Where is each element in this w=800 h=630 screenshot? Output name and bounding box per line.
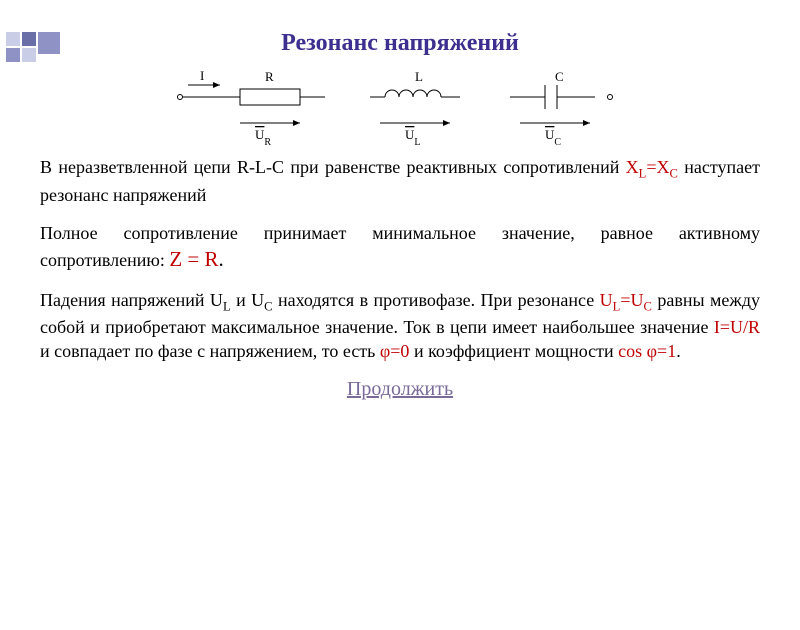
slide-title: Резонанс напряжений [0, 30, 800, 57]
paragraph-1: В неразветвленной цепи R-L-C при равенст… [40, 155, 760, 207]
label-L: L [415, 69, 423, 84]
p3-sC: C [264, 299, 272, 313]
paragraph-3: Падения напряжений UL и UC находятся в п… [40, 288, 760, 364]
p3-eq2: I=U/R [714, 317, 760, 337]
circuit-diagram: I R UR L UL C UC [0, 67, 800, 145]
deco-sq [22, 32, 36, 46]
p1-eq: XL=XC [626, 157, 678, 177]
p2-text-a: Полное сопротивление принимает минимальн… [40, 223, 760, 270]
p3-c: находятся в противофазе. При резонансе [273, 290, 600, 310]
p2-dot: . [219, 247, 224, 271]
p1-text-a: В неразветвленной цепи R-L-C при равенст… [40, 157, 626, 177]
label-R: R [265, 69, 274, 84]
circuit-svg: I R UR L UL C UC [150, 67, 650, 145]
label-C: C [555, 69, 564, 84]
p3-b: и U [231, 290, 265, 310]
p3-sL: L [223, 299, 231, 313]
p3-f: и коэффициент мощности [409, 341, 618, 361]
p3-eq3: φ=0 [380, 341, 410, 361]
p3-a: Падения напряжений U [40, 290, 223, 310]
label-I: I [200, 68, 204, 83]
deco-sq [6, 32, 20, 46]
label-UR: UR [255, 127, 271, 145]
p3-e: и совпадает по фазе с напряжением, то ес… [40, 341, 380, 361]
p3-eq1: UL=UC [600, 290, 652, 310]
paragraph-2: Полное сопротивление принимает минимальн… [40, 221, 760, 274]
p2-eq: Z = R [169, 247, 218, 271]
continue-link[interactable]: Продолжить [40, 378, 760, 401]
deco-sq [38, 32, 60, 54]
label-UL: UL [405, 127, 421, 145]
label-UC: UC [545, 127, 561, 145]
p3-eq4: cos φ=1 [618, 341, 676, 361]
deco-sq [22, 48, 36, 62]
p3-g: . [676, 341, 681, 361]
content-area: В неразветвленной цепи R-L-C при равенст… [0, 145, 800, 401]
deco-sq [6, 48, 20, 62]
corner-decoration [0, 30, 100, 80]
corner-squares-svg [0, 30, 100, 80]
